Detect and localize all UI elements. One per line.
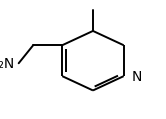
Text: H₂N: H₂N [0,57,15,71]
Text: N: N [131,70,142,84]
